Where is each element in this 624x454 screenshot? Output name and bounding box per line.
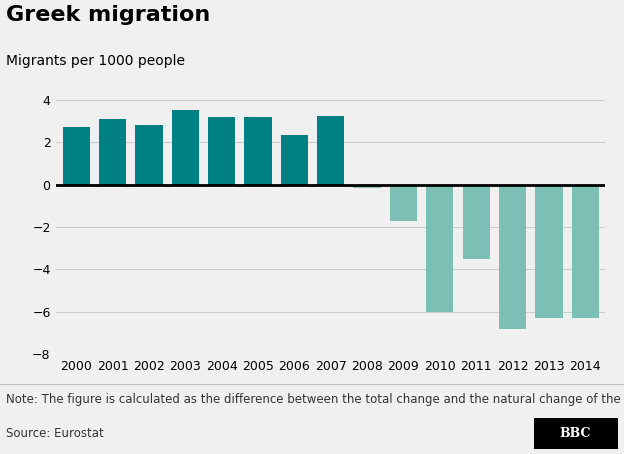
Bar [172,110,199,185]
Text: Source: Eurostat: Source: Eurostat [6,427,104,440]
Bar [208,117,235,185]
Bar [535,185,563,318]
Bar [572,185,599,318]
Bar [135,125,162,185]
Bar [462,185,490,259]
Bar [499,185,526,329]
Bar [426,185,454,312]
Bar [353,185,381,188]
Text: Greek migration: Greek migration [6,5,210,25]
Bar [99,119,126,185]
Bar [281,135,308,185]
Text: Migrants per 1000 people: Migrants per 1000 people [6,54,185,69]
Bar [245,117,271,185]
Bar [390,185,417,221]
Bar [317,116,344,185]
Bar [62,128,90,185]
Text: BBC: BBC [560,427,592,440]
Text: Note: The figure is calculated as the difference between the total change and th: Note: The figure is calculated as the di… [6,393,624,406]
